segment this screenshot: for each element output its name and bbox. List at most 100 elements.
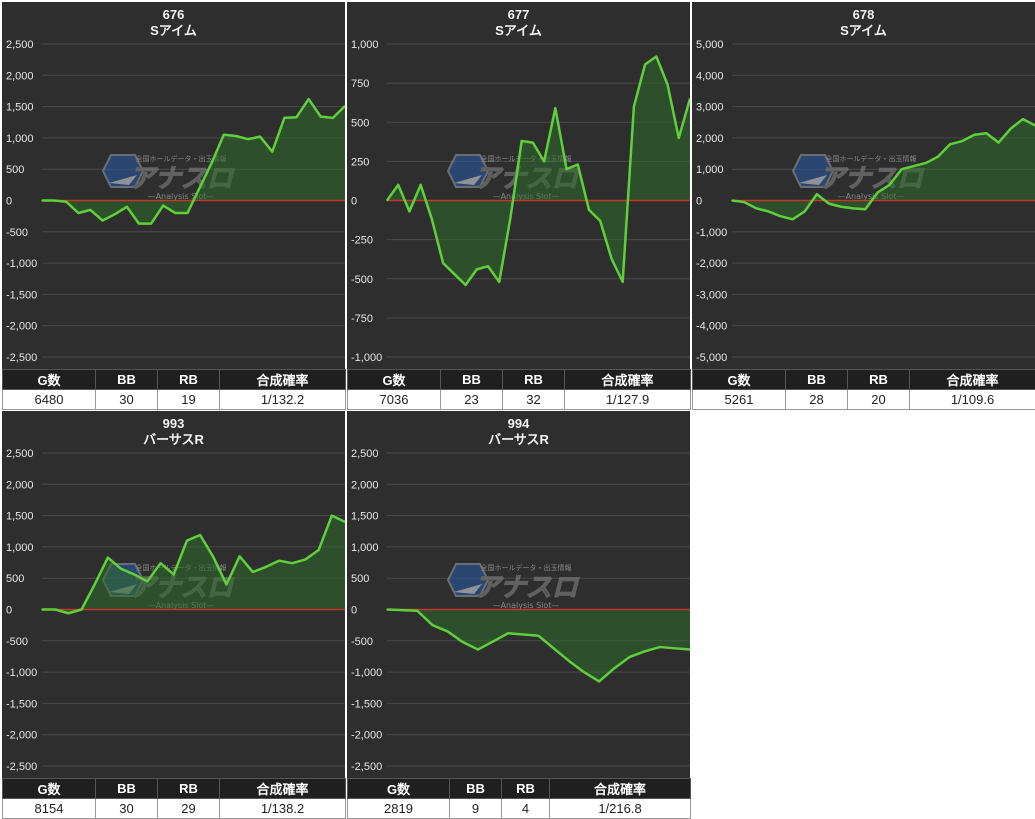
data-point [644, 651, 646, 653]
line-chart-678: 5,0004,0003,0002,0001,0000-1,000-2,000-3… [692, 2, 1035, 369]
y-tick-label: -1,500 [351, 698, 382, 710]
data-point [523, 634, 525, 636]
data-point [41, 200, 43, 202]
data-point [226, 584, 228, 586]
header-rb: RB [502, 779, 550, 799]
data-point [320, 116, 322, 118]
bb-value: 23 [441, 390, 503, 410]
data-point [510, 217, 512, 219]
prob-value: 1/132.2 [220, 390, 346, 410]
data-point [53, 200, 55, 202]
rb-value: 19 [158, 390, 220, 410]
data-point [804, 211, 806, 213]
data-point [961, 140, 963, 142]
data-point [442, 262, 444, 264]
header-prob: 合成確率 [220, 370, 346, 390]
data-point [308, 98, 310, 100]
games-value: 5261 [693, 390, 786, 410]
data-point [949, 143, 951, 145]
data-point [199, 534, 201, 536]
data-point [555, 107, 557, 109]
y-tick-label: 500 [6, 573, 24, 585]
data-point [588, 209, 590, 211]
data-point [566, 168, 568, 170]
data-point [656, 56, 658, 58]
data-point [828, 203, 830, 205]
line-chart-677: 1,0007505002500-250-500-750-1,000アナスロ全国ホ… [347, 2, 690, 369]
data-point [476, 269, 478, 271]
data-point [674, 648, 676, 650]
header-rb: RB [848, 370, 910, 390]
data-point [120, 568, 122, 570]
data-point [633, 106, 635, 108]
y-tick-label: -3,000 [696, 289, 727, 301]
data-point [432, 624, 434, 626]
data-point [212, 556, 214, 558]
prob-value: 1/138.2 [220, 799, 346, 819]
area-fill [387, 610, 690, 682]
data-point [852, 208, 854, 210]
data-point [731, 200, 733, 202]
chart-panel-677: 1,0007505002500-250-500-750-1,000アナスロ全国ホ… [347, 2, 690, 410]
data-point [278, 560, 280, 562]
data-point [877, 192, 879, 194]
data-point [147, 581, 149, 583]
data-point [107, 557, 109, 559]
data-point [532, 142, 534, 144]
data-point [90, 209, 92, 211]
data-point [78, 212, 80, 214]
y-tick-label: -1,000 [351, 667, 382, 679]
data-point [521, 140, 523, 142]
data-point [613, 668, 615, 670]
data-point [622, 281, 624, 283]
chart-title: 676 [2, 7, 345, 23]
games-value: 8154 [3, 799, 96, 819]
data-point [173, 574, 175, 576]
line-chart-676: 2,5002,0001,5001,0005000-500-1,000-1,500… [2, 2, 345, 369]
y-tick-label: 1,000 [351, 542, 379, 554]
y-tick-label: -1,000 [351, 352, 382, 364]
data-point [465, 284, 467, 286]
header-games: G数 [348, 779, 450, 799]
stats-table: G数 BB RB 合成確率 7036 23 32 1/127.9 [347, 369, 691, 410]
y-tick-label: -500 [6, 636, 28, 648]
prob-value: 1/109.6 [910, 390, 1035, 410]
header-games: G数 [693, 370, 786, 390]
data-point [397, 184, 399, 186]
stats-table: G数 BB RB 合成確率 5261 28 20 1/109.6 [692, 369, 1035, 410]
data-point [431, 218, 433, 220]
stats-table: G数 BB RB 合成確率 2819 9 4 1/216.8 [347, 778, 691, 819]
header-rb: RB [158, 779, 220, 799]
data-point [598, 681, 600, 683]
y-tick-label: -2,000 [6, 730, 37, 742]
data-point [543, 161, 545, 163]
y-tick-label: 0 [6, 605, 12, 617]
header-games: G数 [3, 779, 96, 799]
y-tick-label: 4,000 [696, 70, 724, 82]
data-point [94, 584, 96, 586]
chart-title: 678 [692, 7, 1035, 23]
chart-area: 1,0007505002500-250-500-750-1,000アナスロ全国ホ… [347, 2, 690, 369]
data-point [68, 612, 70, 614]
data-point [331, 515, 333, 517]
header-bb: BB [96, 779, 158, 799]
y-tick-label: -4,000 [696, 321, 727, 333]
data-point [420, 184, 422, 186]
y-tick-label: 2,500 [6, 448, 34, 460]
data-point [865, 208, 867, 210]
games-value: 7036 [348, 390, 441, 410]
y-tick-label: -1,000 [6, 258, 37, 270]
header-bb: BB [450, 779, 502, 799]
y-tick-label: -5,000 [696, 352, 727, 364]
y-tick-label: -2,000 [6, 321, 37, 333]
data-point [644, 64, 646, 66]
data-point [553, 648, 555, 650]
chart-subtitle: Sアイム [692, 23, 1035, 39]
y-tick-label: 0 [351, 196, 357, 208]
data-point [386, 200, 388, 202]
data-point [252, 571, 254, 573]
y-tick-label: 1,500 [351, 511, 379, 523]
y-tick-label: 500 [351, 573, 369, 585]
